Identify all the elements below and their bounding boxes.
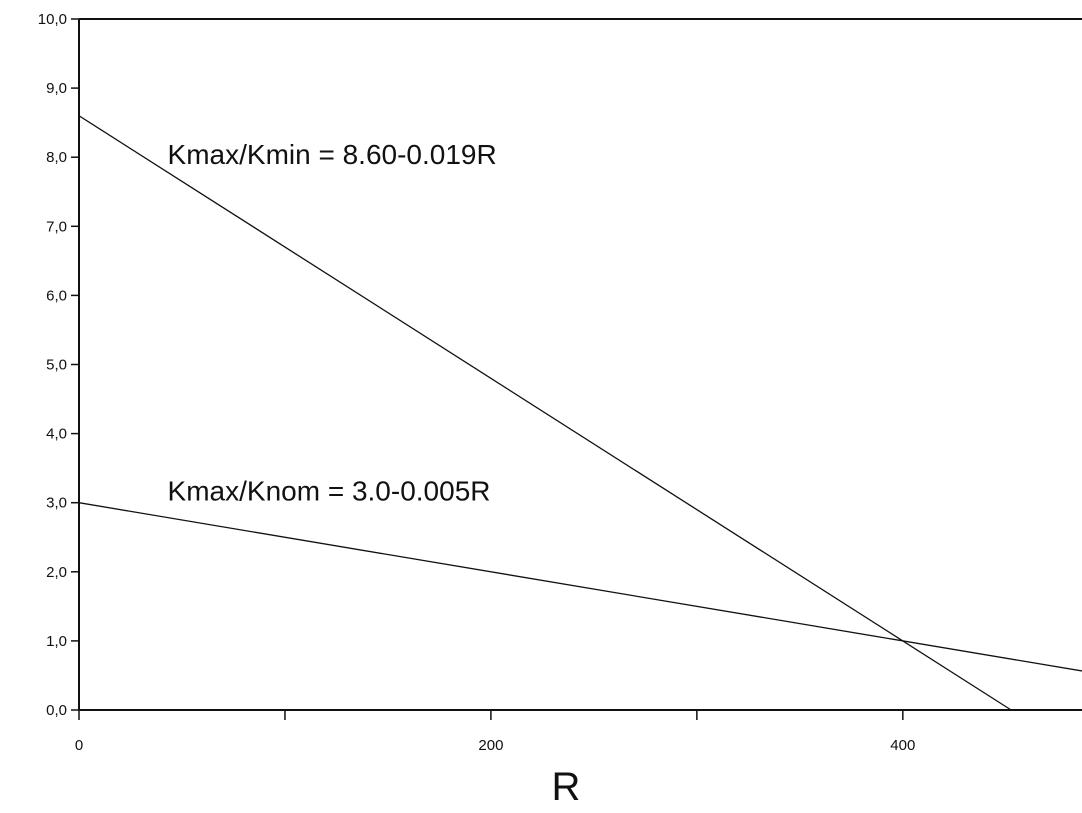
x-tick-label: 400 — [890, 737, 915, 754]
y-tick-label: 8,0 — [46, 149, 67, 166]
y-tick-label: 7,0 — [46, 218, 67, 235]
series-layer — [78, 115, 1082, 711]
x-tick-label: 0 — [75, 737, 83, 754]
y-tick-label: 2,0 — [46, 564, 67, 581]
y-tick-label: 10,0 — [38, 11, 67, 28]
y-tick-label: 6,0 — [46, 287, 67, 304]
series-annotation-1: Kmax/Kmin = 8.60-0.019R — [168, 139, 497, 170]
x-axis-title: R — [551, 765, 580, 809]
annotations-layer: Kmax/Kmin = 8.60-0.019R Kmax/Knom = 3.0-0… — [168, 139, 497, 507]
series-line-1 — [78, 115, 1012, 711]
plot-frame — [78, 18, 1082, 711]
ticks-layer — [71, 18, 904, 720]
y-tick-label: 0,0 — [46, 702, 67, 719]
y-tick-label: 9,0 — [46, 80, 67, 97]
x-tick-label: 200 — [478, 737, 503, 754]
series-annotation-2: Kmax/Knom = 3.0-0.005R — [168, 476, 491, 507]
y-tick-label: 4,0 — [46, 426, 67, 443]
y-tick-label: 3,0 — [46, 495, 67, 512]
y-tick-label: 1,0 — [46, 633, 67, 650]
series-line-2 — [78, 502, 1082, 672]
tick-labels-layer: 0,0 1,0 2,0 3,0 4,0 5,0 6,0 7,0 8,0 9,0 10,0 0 200 40… — [38, 11, 916, 754]
y-tick-label: 5,0 — [46, 357, 67, 374]
